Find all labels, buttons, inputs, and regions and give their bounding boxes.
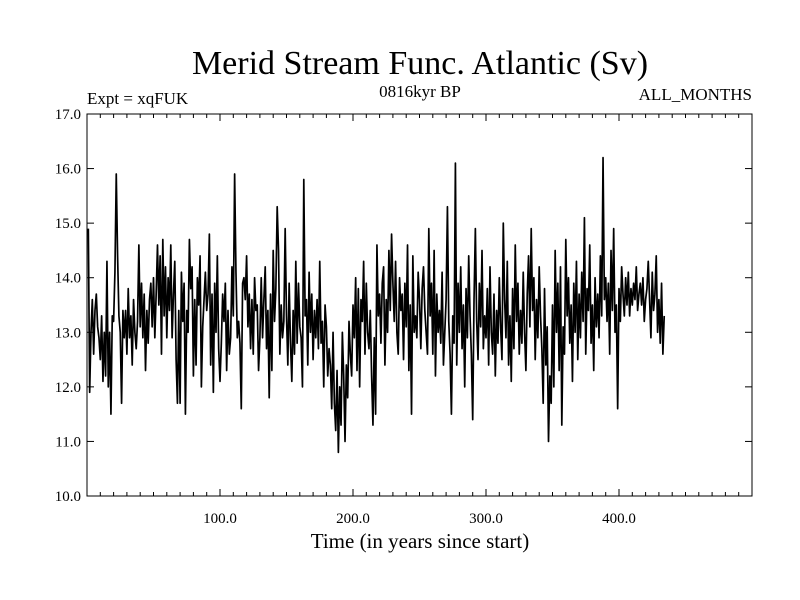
x-tick-label: 400.0 bbox=[602, 511, 636, 527]
x-tick-label: 300.0 bbox=[469, 511, 503, 527]
x-axis-label: Time (in years since start) bbox=[311, 529, 530, 553]
y-tick-label: 12.0 bbox=[55, 380, 81, 396]
y-axis: 10.0 11.0 12.0 13.0 14.0 15.0 16.0 17.0 bbox=[55, 107, 752, 505]
y-tick-label: 10.0 bbox=[55, 489, 81, 505]
series-layer bbox=[87, 156, 666, 454]
x-axis: 100.0 200.0 300.0 400.0 bbox=[99, 114, 740, 527]
y-tick-label: 14.0 bbox=[55, 271, 81, 287]
period-label: 0816kyr BP bbox=[379, 82, 461, 101]
x-tick-label: 100.0 bbox=[203, 511, 237, 527]
chart-title: Merid Stream Func. Atlantic (Sv) bbox=[192, 45, 648, 82]
y-tick-label: 17.0 bbox=[55, 107, 81, 123]
y-tick-label: 15.0 bbox=[55, 216, 81, 232]
experiment-label: Expt = xqFUK bbox=[87, 89, 189, 108]
x-tick-label: 200.0 bbox=[336, 511, 370, 527]
plot-frame bbox=[86, 113, 753, 497]
series-line bbox=[87, 156, 666, 454]
months-label: ALL_MONTHS bbox=[639, 85, 752, 104]
y-tick-label: 13.0 bbox=[55, 325, 81, 341]
y-tick-label: 16.0 bbox=[55, 162, 81, 178]
y-tick-label: 11.0 bbox=[55, 434, 81, 450]
